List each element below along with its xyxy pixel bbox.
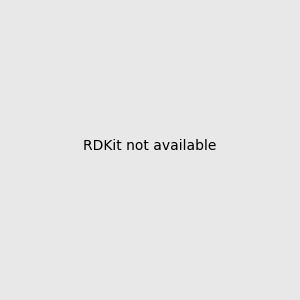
Text: RDKit not available: RDKit not available — [83, 139, 217, 153]
